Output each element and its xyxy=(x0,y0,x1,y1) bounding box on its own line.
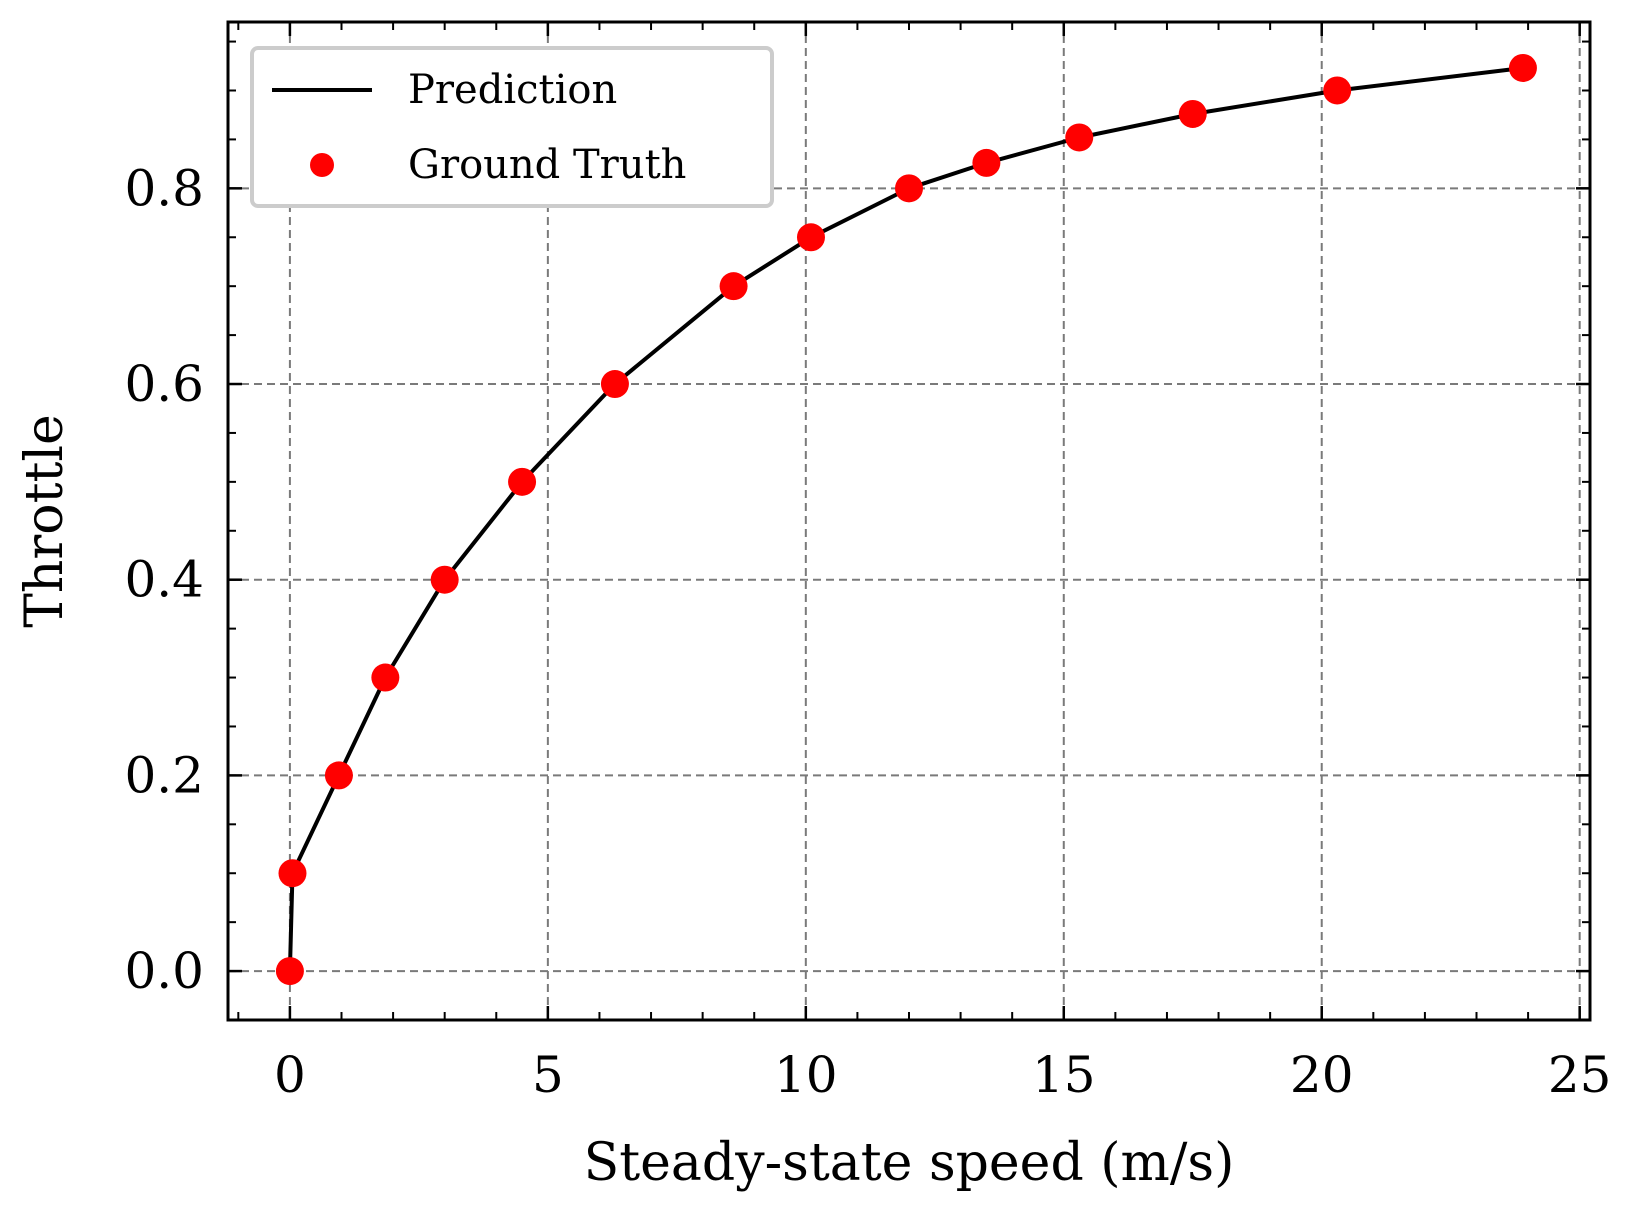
y-tick-label: 0.0 xyxy=(124,942,204,1000)
ground-truth-point xyxy=(796,223,825,252)
x-tick-label: 20 xyxy=(1290,1046,1354,1104)
ground-truth-point xyxy=(275,957,304,986)
x-tick-label: 10 xyxy=(774,1046,838,1104)
ground-truth-point xyxy=(719,272,748,301)
ground-truth-point xyxy=(1178,99,1207,128)
y-tick-label: 0.2 xyxy=(124,746,204,804)
ground-truth-point xyxy=(278,859,307,888)
legend-box xyxy=(250,46,774,208)
ground-truth-point xyxy=(972,148,1001,177)
y-tick-label: 0.6 xyxy=(124,355,204,413)
ground-truth-point xyxy=(600,370,629,399)
x-tick-label: 5 xyxy=(532,1046,564,1104)
legend-label-prediction: Prediction xyxy=(408,67,617,113)
ground-truth-point xyxy=(1323,76,1352,105)
ground-truth-point xyxy=(895,174,923,203)
y-axis-label: Throttle xyxy=(15,414,75,628)
ground-truth-point xyxy=(371,663,400,692)
x-tick-label: 0 xyxy=(274,1046,306,1104)
x-tick-label: 25 xyxy=(1548,1046,1612,1104)
x-tick-label: 15 xyxy=(1032,1046,1096,1104)
series-layer xyxy=(275,53,1537,986)
y-tick-label: 0.4 xyxy=(124,551,204,609)
legend-marker-swatch xyxy=(310,153,334,177)
ground-truth-point xyxy=(1508,53,1537,82)
ground-truth-point xyxy=(430,565,459,594)
legend-label-ground-truth: Ground Truth xyxy=(408,142,686,188)
tick-labels: 0 5 10 15 20 25 0.0 0.2 0.4 0.6 0.8 xyxy=(124,159,1611,1104)
ground-truth-point xyxy=(324,761,353,790)
legend: Prediction Ground Truth xyxy=(250,46,774,208)
ground-truth-point xyxy=(1065,123,1094,152)
x-axis-label: Steady-state speed (m/s) xyxy=(584,1133,1235,1193)
plot-frame xyxy=(226,20,1592,1022)
ground-truth-point xyxy=(508,467,537,496)
y-tick-label: 0.8 xyxy=(124,159,204,217)
